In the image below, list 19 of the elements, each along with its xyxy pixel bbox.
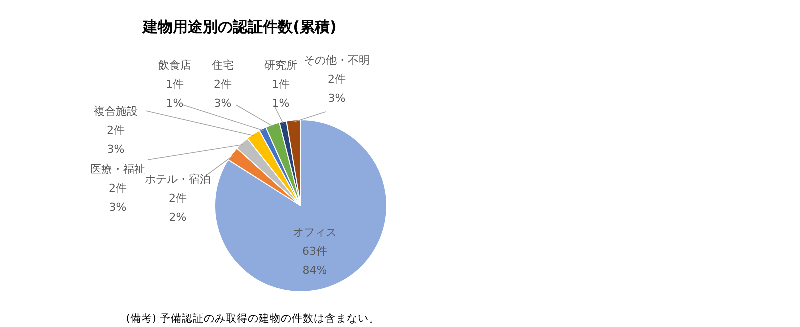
data-label: 2件 2% bbox=[169, 192, 187, 224]
slice-label: 医療・福祉 bbox=[90, 162, 146, 176]
data-label: 1件 1% bbox=[166, 78, 184, 110]
chart-title: 建物用途別の認証件数(累積) bbox=[142, 18, 337, 36]
slice-label: オフィス bbox=[293, 226, 337, 239]
slice-label: 飲食店 bbox=[158, 58, 192, 72]
data-label: 63件 84% bbox=[302, 244, 328, 277]
data-label: 2件 3% bbox=[109, 182, 127, 214]
pie-slice bbox=[214, 120, 388, 292]
data-label: 2件 3% bbox=[214, 78, 232, 110]
slice-label: 住宅 bbox=[212, 58, 234, 72]
slice-label: 研究所 bbox=[264, 58, 298, 72]
data-label: 2件 3% bbox=[107, 124, 125, 156]
slice-label: 複合施設 bbox=[94, 104, 138, 118]
data-label: 2件 3% bbox=[328, 72, 346, 105]
data-label: 1件 1% bbox=[272, 78, 290, 110]
text: (備考) 予備認証のみ取得の建物の件数は含まない。 bbox=[126, 312, 380, 325]
slice-label: その他・不明 bbox=[304, 54, 370, 67]
slice-label: ホテル・宿泊 bbox=[145, 172, 211, 186]
